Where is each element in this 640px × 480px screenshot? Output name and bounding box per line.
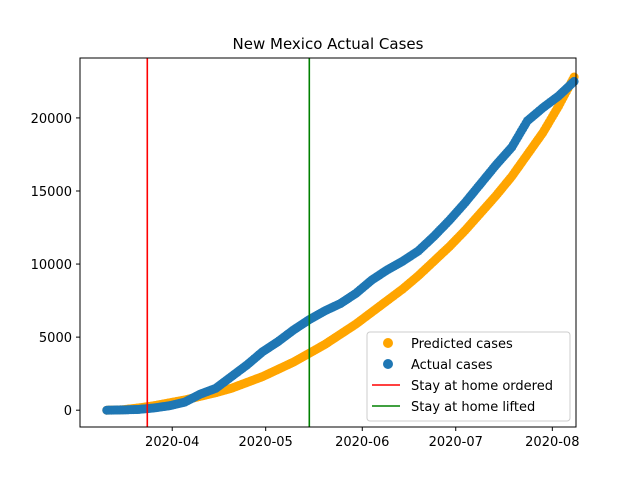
y-tick-label: 0 bbox=[64, 404, 72, 419]
x-tick-label: 2020-06 bbox=[335, 435, 389, 450]
x-tick-label: 2020-07 bbox=[429, 435, 483, 450]
y-tick-label: 5000 bbox=[39, 331, 72, 346]
x-tick-label: 2020-05 bbox=[239, 435, 293, 450]
y-tick-label: 10000 bbox=[31, 258, 72, 273]
legend-label-predicted: Predicted cases bbox=[411, 337, 513, 352]
plot-frame bbox=[79, 57, 577, 428]
legend-box bbox=[366, 331, 571, 422]
x-tick-label: 2020-04 bbox=[145, 435, 199, 450]
legend-marker-actual bbox=[383, 359, 393, 369]
legend-label-actual: Actual cases bbox=[411, 358, 493, 373]
y-tick-label: 15000 bbox=[31, 185, 72, 200]
actual-point bbox=[569, 76, 579, 86]
vertical-lines bbox=[146, 58, 311, 427]
x-axis: 2020-04 2020-05 2020-06 2020-07 2020-08 bbox=[145, 427, 579, 450]
legend-label-ordered: Stay at home ordered bbox=[411, 379, 553, 394]
chart-title: New Mexico Actual Cases bbox=[233, 35, 424, 53]
y-axis: 0 5000 10000 15000 20000 bbox=[31, 112, 80, 419]
legend-marker-predicted bbox=[383, 338, 393, 348]
y-tick-label: 20000 bbox=[31, 112, 72, 127]
legend-label-lifted: Stay at home lifted bbox=[411, 400, 535, 415]
actual-series bbox=[102, 76, 579, 415]
legend: Predicted cases Actual cases Stay at hom… bbox=[366, 331, 571, 422]
x-tick-label: 2020-08 bbox=[525, 435, 579, 450]
